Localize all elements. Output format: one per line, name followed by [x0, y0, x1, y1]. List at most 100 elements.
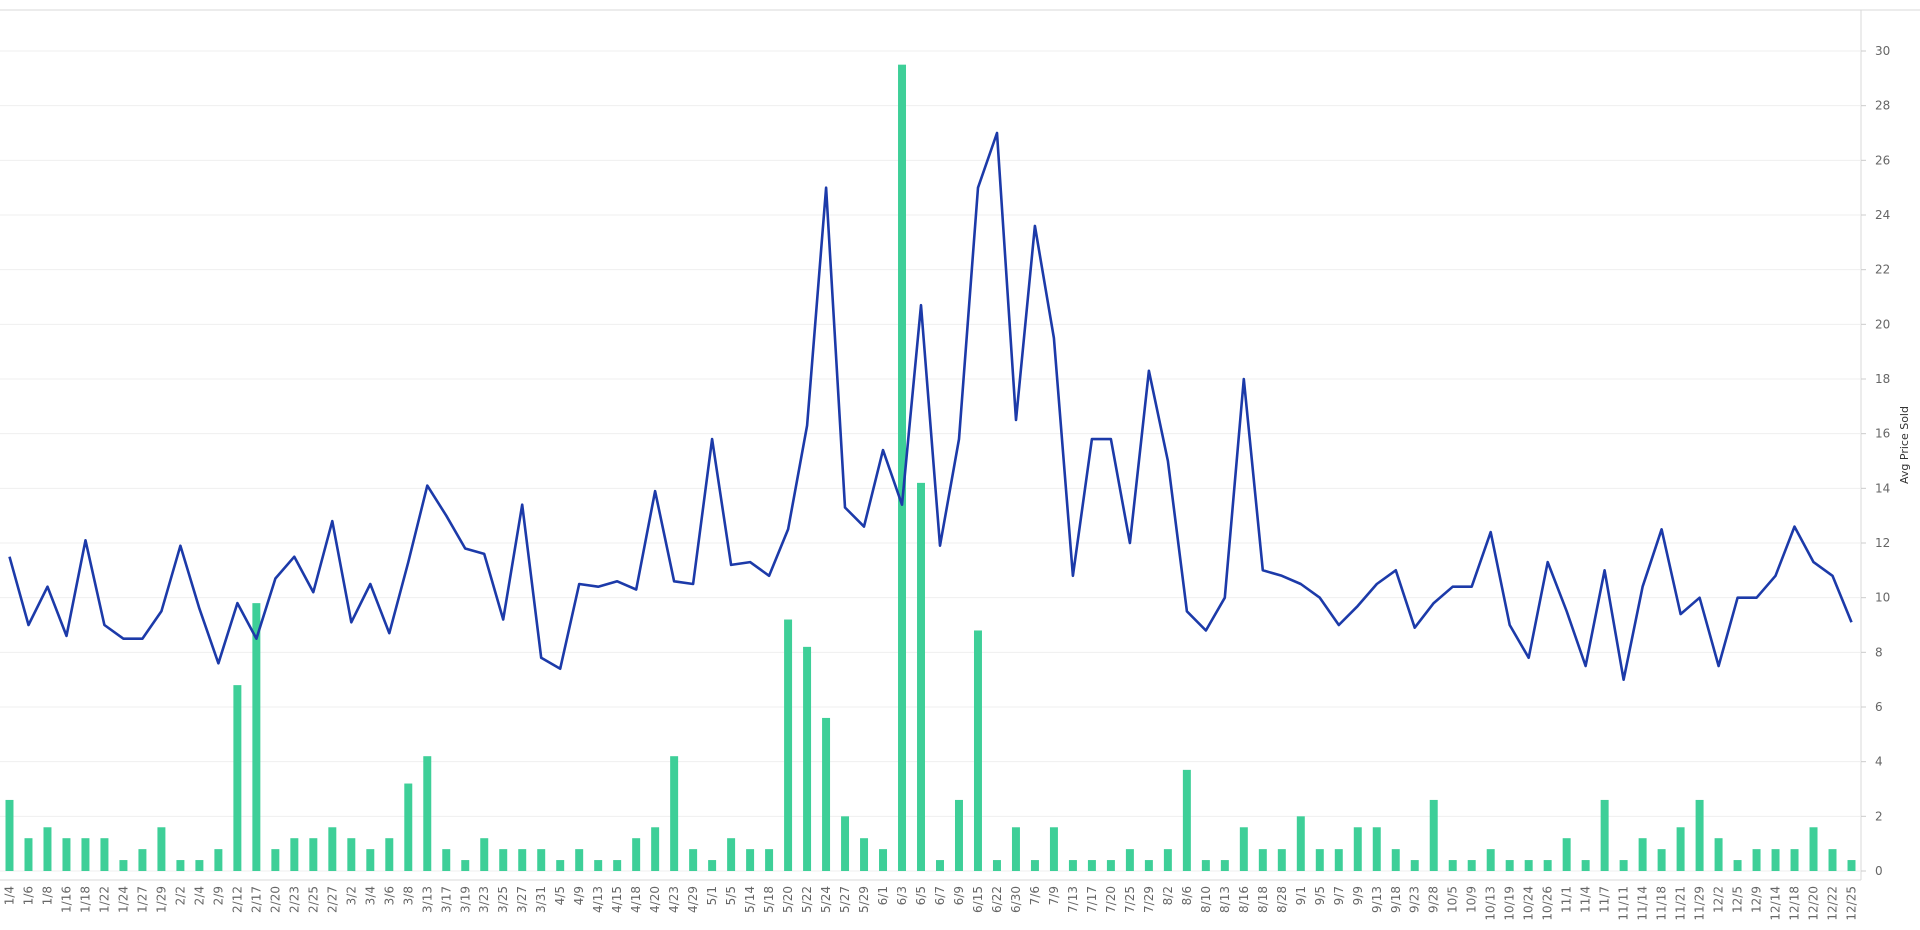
bar [195, 860, 204, 871]
bar [1372, 827, 1381, 871]
bar [1714, 838, 1723, 871]
x-tick-label: 4/13 [591, 886, 605, 913]
bar [442, 849, 451, 871]
bar [480, 838, 489, 871]
bar [1030, 860, 1039, 871]
bar [860, 838, 869, 871]
bar [233, 685, 242, 871]
x-tick-label: 12/14 [1769, 886, 1783, 921]
y-tick-label: 0 [1875, 864, 1883, 878]
bar [765, 849, 774, 871]
x-tick-label: 5/18 [762, 886, 776, 913]
x-tick-label: 5/24 [819, 886, 833, 913]
x-tick-label: 3/13 [420, 886, 434, 913]
y-tick-label: 26 [1875, 153, 1890, 167]
bar [347, 838, 356, 871]
x-tick-label: 12/20 [1807, 886, 1821, 921]
bar [1220, 860, 1229, 871]
y-tick-label: 24 [1875, 208, 1890, 222]
bar [632, 838, 641, 871]
x-tick-label: 4/23 [667, 886, 681, 913]
bar [1011, 827, 1020, 871]
x-tick-label: 2/23 [287, 886, 301, 913]
x-tick-label: 8/16 [1237, 886, 1251, 913]
x-tick-label: 7/13 [1066, 886, 1080, 913]
y-tick-label: 28 [1875, 99, 1890, 113]
bar [1296, 816, 1305, 871]
bar [727, 838, 736, 871]
x-tick-label: 9/7 [1332, 886, 1346, 905]
x-tick-label: 10/24 [1522, 886, 1536, 921]
x-tick-label: 8/18 [1256, 886, 1270, 913]
bar [1068, 860, 1077, 871]
x-tick-label: 6/7 [933, 886, 947, 905]
x-tick-label: 1/29 [154, 886, 168, 913]
bar [1334, 849, 1343, 871]
x-tick-label: 3/31 [534, 886, 548, 913]
bar [1239, 827, 1248, 871]
x-tick-label: 1/18 [78, 886, 92, 913]
x-tick-label: 2/9 [211, 886, 225, 905]
bar [499, 849, 508, 871]
bar [803, 646, 812, 871]
bar [1106, 860, 1115, 871]
x-tick-label: 6/9 [952, 886, 966, 905]
x-tick-label: 2/17 [249, 886, 263, 913]
bar [1790, 849, 1799, 871]
x-tick-label: 5/14 [743, 886, 757, 913]
bar [1752, 849, 1761, 871]
bar [1657, 849, 1666, 871]
bar [613, 860, 622, 871]
x-tick-label: 2/27 [325, 886, 339, 913]
x-tick-label: 3/23 [477, 886, 491, 913]
bar [841, 816, 850, 871]
x-tick-label: 12/9 [1750, 886, 1764, 913]
x-tick-label: 12/18 [1788, 886, 1802, 921]
bar [1733, 860, 1742, 871]
bar [1391, 849, 1400, 871]
bar [43, 827, 52, 871]
bar [1486, 849, 1495, 871]
x-tick-label: 10/19 [1503, 886, 1517, 921]
x-tick-label: 12/22 [1826, 886, 1840, 921]
bar [575, 849, 584, 871]
bar [1524, 860, 1533, 871]
bar [651, 827, 660, 871]
x-tick-label: 1/4 [2, 886, 16, 905]
x-tick-label: 3/6 [382, 886, 396, 905]
x-tick-label: 7/6 [1028, 886, 1042, 905]
y-tick-label: 16 [1875, 427, 1890, 441]
x-tick-label: 1/22 [97, 886, 111, 913]
y-tick-label: 20 [1875, 317, 1890, 331]
x-tick-label: 4/15 [610, 886, 624, 913]
x-tick-label: 1/6 [21, 886, 35, 905]
x-tick-label: 12/25 [1845, 886, 1859, 921]
bar [1562, 838, 1571, 871]
x-tick-label: 8/2 [1161, 886, 1175, 905]
y-tick-label: 6 [1875, 700, 1883, 714]
bar [1315, 849, 1324, 871]
y-tick-label: 12 [1875, 536, 1890, 550]
bar [138, 849, 147, 871]
bar [252, 603, 261, 871]
bar [1771, 849, 1780, 871]
x-tick-label: 4/20 [648, 886, 662, 913]
x-tick-label: 12/2 [1712, 886, 1726, 913]
bar [385, 838, 394, 871]
bar [81, 838, 90, 871]
bar [1125, 849, 1134, 871]
bar [1638, 838, 1647, 871]
x-tick-label: 11/18 [1655, 886, 1669, 921]
bar [1163, 849, 1172, 871]
x-tick-label: 7/17 [1085, 886, 1099, 913]
bar [1087, 860, 1096, 871]
bar [176, 860, 185, 871]
x-tick-label: 1/27 [135, 886, 149, 913]
bar [24, 838, 33, 871]
bar [537, 849, 546, 871]
y-tick-label: 8 [1875, 645, 1883, 659]
x-tick-label: 2/25 [306, 886, 320, 913]
bar [1429, 799, 1438, 871]
